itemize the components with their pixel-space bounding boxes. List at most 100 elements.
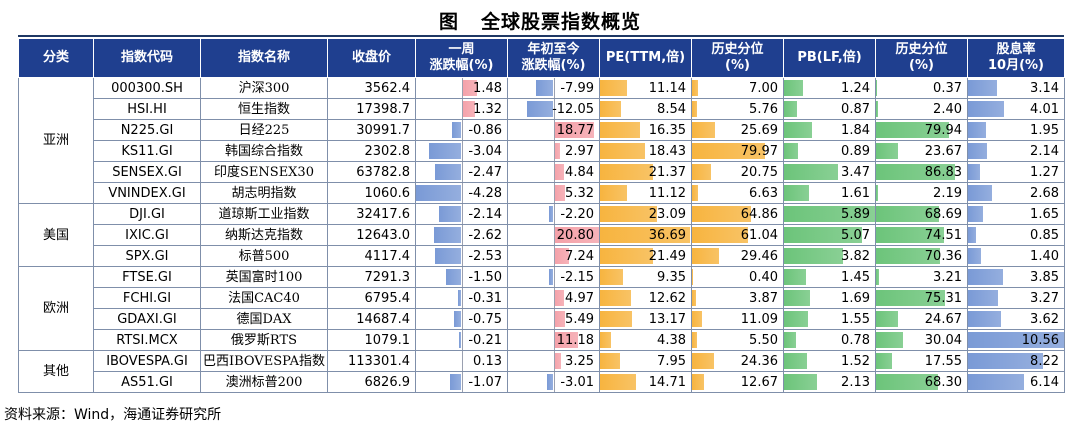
pb-cell: 1.45 <box>783 266 876 288</box>
pb-cell: 3.82 <box>783 245 876 267</box>
dividend-bar <box>968 374 1024 390</box>
pe-cell: 7.95 <box>599 350 692 372</box>
pb-pct-bar <box>876 353 892 369</box>
week-change-cell: 1.48 <box>415 77 508 99</box>
week-change-cell: -0.86 <box>415 119 508 141</box>
pb-pct-cell: 2.40 <box>875 98 968 120</box>
name-cell: 俄罗斯RTS <box>200 329 328 351</box>
pe-cell: 9.35 <box>599 266 692 288</box>
ytd-change-cell: 5.32 <box>507 182 600 204</box>
pe-bar <box>600 353 620 369</box>
pb-bar <box>784 353 808 369</box>
week-change-bar <box>438 206 462 222</box>
week-change-bar <box>453 311 462 327</box>
ytd-change-cell: 2.97 <box>507 140 600 162</box>
ytd-change-bar <box>553 185 566 201</box>
table-row: 亚洲 000300.SH 沪深300 3562.4 1.48 -7.99 11.14 7.00… <box>18 77 1065 204</box>
name-cell: 巴西IBOVESPA指数 <box>200 350 328 372</box>
pb-bar <box>784 332 797 348</box>
ytd-change-bar <box>553 227 599 243</box>
ytd-change-bar <box>546 374 554 390</box>
pb-bar <box>784 374 817 390</box>
ytd-change-bar-axis <box>553 246 555 266</box>
close-cell: 63782.8 <box>327 161 416 183</box>
week-change-bar-axis <box>461 309 463 329</box>
dividend-cell: 10.56 <box>967 329 1065 351</box>
ytd-change-bar-axis <box>553 225 555 245</box>
ytd-change-bar <box>553 332 578 348</box>
pb-pct-bar <box>876 101 879 117</box>
pe-cell: 23.09 <box>599 203 692 225</box>
pe-pct-cell: 29.46 <box>691 245 784 267</box>
pe-pct-cell: 7.00 <box>691 77 784 99</box>
week-change-bar <box>459 332 462 348</box>
close-cell: 6826.9 <box>327 371 416 393</box>
pb-pct-cell: 79.94 <box>875 119 968 141</box>
name-cell: 澳洲标普200 <box>200 371 328 393</box>
week-change-bar-axis <box>461 204 463 224</box>
code-cell: HSI.HI <box>93 98 201 120</box>
week-change-bar-axis <box>461 288 463 308</box>
code-cell: SENSEX.GI <box>93 161 201 183</box>
pb-cell: 1.55 <box>783 308 876 330</box>
table-row: 欧洲 FTSE.GI 英国富时100 7291.3 -1.50 -2.15 9.35 0.40… <box>18 266 1065 351</box>
ytd-change-cell: -12.05 <box>507 98 600 120</box>
pb-bar <box>784 101 798 117</box>
header-pb-pct: 历史分位 (%) <box>875 38 968 78</box>
pb-pct-bar <box>876 374 939 390</box>
ytd-change-bar-axis <box>553 267 555 287</box>
pe-pct-cell: 61.04 <box>691 224 784 246</box>
pe-pct-bar <box>692 206 752 222</box>
dividend-bar <box>968 185 993 201</box>
dividend-cell: 1.65 <box>967 203 1065 225</box>
pe-pct-cell: 6.63 <box>691 182 784 204</box>
pe-bar <box>600 80 628 96</box>
ytd-change-bar-axis <box>553 78 555 98</box>
close-cell: 6795.4 <box>327 287 416 309</box>
header-ytd: 年初至今 涨跌幅(%) <box>507 38 600 78</box>
name-cell: 沪深300 <box>200 77 328 99</box>
pe-bar <box>600 311 633 327</box>
pe-bar <box>600 269 623 285</box>
dividend-cell: 3.62 <box>967 308 1065 330</box>
week-change-cell: -0.75 <box>415 308 508 330</box>
week-change-bar-axis <box>461 99 463 119</box>
dividend-bar <box>968 122 986 138</box>
week-change-cell: 1.32 <box>415 98 508 120</box>
pb-pct-cell: 3.21 <box>875 266 968 288</box>
ytd-change-cell: -2.20 <box>507 203 600 225</box>
name-cell: 韩国综合指数 <box>200 140 328 162</box>
week-change-cell: 0.13 <box>415 350 508 372</box>
dividend-bar <box>968 80 997 96</box>
pe-pct-bar <box>692 164 711 180</box>
week-change-bar <box>445 269 462 285</box>
ytd-change-bar-axis <box>553 351 555 371</box>
table-row: SPX.GI 标普500 4117.4 -2.53 7.24 21.49 29.46 3.82… <box>19 245 1065 267</box>
ytd-change-bar <box>553 290 565 306</box>
name-cell: 英国富时100 <box>200 266 328 288</box>
week-change-bar-axis <box>461 372 463 392</box>
table-body: 亚洲 000300.SH 沪深300 3562.4 1.48 -7.99 11.14 7.00… <box>18 77 1065 393</box>
dividend-bar <box>968 290 998 306</box>
close-cell: 12643.0 <box>327 224 416 246</box>
close-cell: 1079.1 <box>327 329 416 351</box>
ytd-change-bar <box>553 143 560 159</box>
week-change-cell: -2.14 <box>415 203 508 225</box>
index-table: 分类 指数代码 指数名称 收盘价 一周 涨跌幅(%) 年初至今 涨跌幅(%) PE(TTM,倍)… <box>18 38 1065 393</box>
close-cell: 113301.4 <box>327 350 416 372</box>
pb-bar <box>784 269 807 285</box>
week-change-bar-axis <box>461 225 463 245</box>
pb-pct-bar <box>876 206 939 222</box>
code-cell: KS11.GI <box>93 140 201 162</box>
code-cell: N225.GI <box>93 119 201 141</box>
dividend-bar <box>968 101 1005 117</box>
week-change-bar-axis <box>461 246 463 266</box>
week-change-cell: -3.04 <box>415 140 508 162</box>
ytd-change-bar <box>536 80 554 96</box>
pe-pct-bar <box>692 311 703 327</box>
pb-pct-bar <box>876 248 941 264</box>
pe-bar <box>600 122 641 138</box>
pe-pct-cell: 5.76 <box>691 98 784 120</box>
ytd-change-cell: 7.24 <box>507 245 600 267</box>
week-change-bar-axis <box>461 351 463 371</box>
